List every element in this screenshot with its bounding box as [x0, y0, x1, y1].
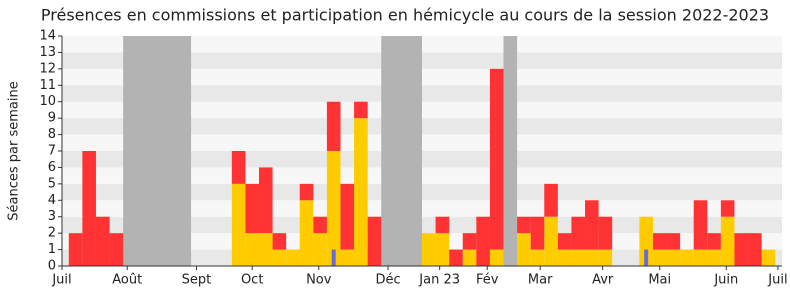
x-tick-label: Oct [241, 273, 263, 288]
y-tick-label: 9 [48, 111, 56, 126]
bar-segment [299, 183, 314, 201]
x-tick-label: Avr [592, 273, 614, 288]
bar-segment [313, 233, 327, 266]
bar-segment [258, 233, 273, 266]
bar-segment [354, 101, 368, 119]
bar-segment [462, 233, 477, 250]
recess-band [381, 36, 422, 266]
y-tick-label: 13 [39, 45, 56, 60]
x-tick-label: Sept [182, 273, 212, 288]
bar-segment [748, 233, 762, 266]
bar-segment [272, 233, 287, 250]
y-tick-label: 2 [48, 226, 56, 241]
bar-segment [761, 249, 776, 266]
bar-segment [354, 118, 368, 267]
recess-band [503, 36, 518, 266]
bar-segment [517, 233, 531, 266]
x-tick-label: Nov [306, 273, 332, 288]
x-tick-label: Juil [51, 273, 71, 288]
bar-segment [652, 249, 667, 266]
bar-segment [313, 216, 327, 234]
bar-segment [644, 249, 649, 266]
bar-segment [666, 233, 681, 250]
bar-segment [720, 216, 735, 266]
bar-segment [476, 216, 490, 266]
bar-segment [585, 200, 599, 250]
bar-segment [585, 249, 599, 266]
bar-segment [680, 249, 694, 266]
bar-segment [652, 233, 667, 250]
x-tick-label: Mai [648, 273, 671, 288]
bar-segment [557, 249, 572, 266]
bar-segment [489, 249, 504, 266]
x-tick-label: Mar [528, 273, 553, 288]
y-tick-label: 4 [48, 193, 56, 208]
bar-segment [340, 249, 355, 266]
bar-segment [422, 233, 436, 266]
x-tick-label: Juin [713, 273, 738, 288]
bar-segment [530, 216, 545, 250]
bar-segment [489, 68, 504, 250]
x-tick-label: Août [112, 273, 142, 288]
bar-segment [286, 249, 300, 266]
x-tick-label: Déc [375, 273, 400, 288]
y-tick-label: 8 [48, 127, 56, 142]
bar-segment [272, 249, 287, 266]
y-tick-label: 14 [39, 29, 56, 44]
bar-segment [95, 216, 110, 266]
bar-segment [82, 151, 96, 266]
bar-segment [707, 249, 721, 266]
bar-segment [245, 183, 259, 234]
bar-segment [666, 249, 681, 266]
bar-segment [326, 101, 341, 151]
bar-segment [245, 233, 259, 266]
bar-segment [367, 216, 382, 266]
chart-title: Présences en commissions et participatio… [41, 6, 769, 25]
bar-segment [530, 249, 545, 266]
bar-segment [231, 183, 246, 266]
bar-segment [639, 216, 653, 266]
y-axis-label: Séances par semaine [7, 81, 22, 220]
y-tick-label: 11 [39, 78, 56, 93]
bar-segment [231, 151, 246, 184]
x-tick-label: Jan 23 [418, 273, 460, 288]
y-tick-label: 10 [39, 94, 56, 109]
bar-segment [449, 249, 463, 266]
bar-segment [544, 216, 558, 266]
bar-segment [544, 183, 558, 217]
bar-segment [517, 216, 531, 234]
bar-segment [571, 249, 586, 266]
bar-segment [331, 249, 336, 266]
x-tick-label: Fév [476, 273, 499, 288]
bar-segment [109, 233, 124, 266]
bar-segment [693, 249, 708, 266]
recess-band [123, 36, 192, 266]
bar-segment [435, 233, 450, 266]
bar-segment [734, 233, 749, 266]
bar-segment [435, 216, 450, 234]
bar-segment [299, 200, 314, 266]
bar-segment [598, 216, 613, 250]
bar-segment [68, 233, 83, 266]
y-tick-label: 5 [48, 176, 56, 191]
bar-segment [462, 249, 477, 266]
y-tick-label: 12 [39, 61, 56, 76]
bar-segment [557, 233, 572, 250]
y-tick-label: 0 [48, 259, 56, 274]
bar-segment [720, 200, 735, 217]
y-tick-label: 7 [48, 144, 56, 159]
bar-segment [326, 151, 341, 266]
bar-segment [571, 216, 586, 250]
y-tick-label: 1 [48, 242, 56, 257]
bar-segment [693, 200, 708, 250]
y-tick-label: 3 [48, 209, 56, 224]
bar-segment [707, 233, 721, 250]
bar-segment [340, 183, 355, 250]
x-tick-label: Juil [767, 273, 787, 288]
bar-segment [598, 249, 613, 266]
y-tick-label: 6 [48, 160, 56, 175]
bar-segment [258, 167, 273, 234]
